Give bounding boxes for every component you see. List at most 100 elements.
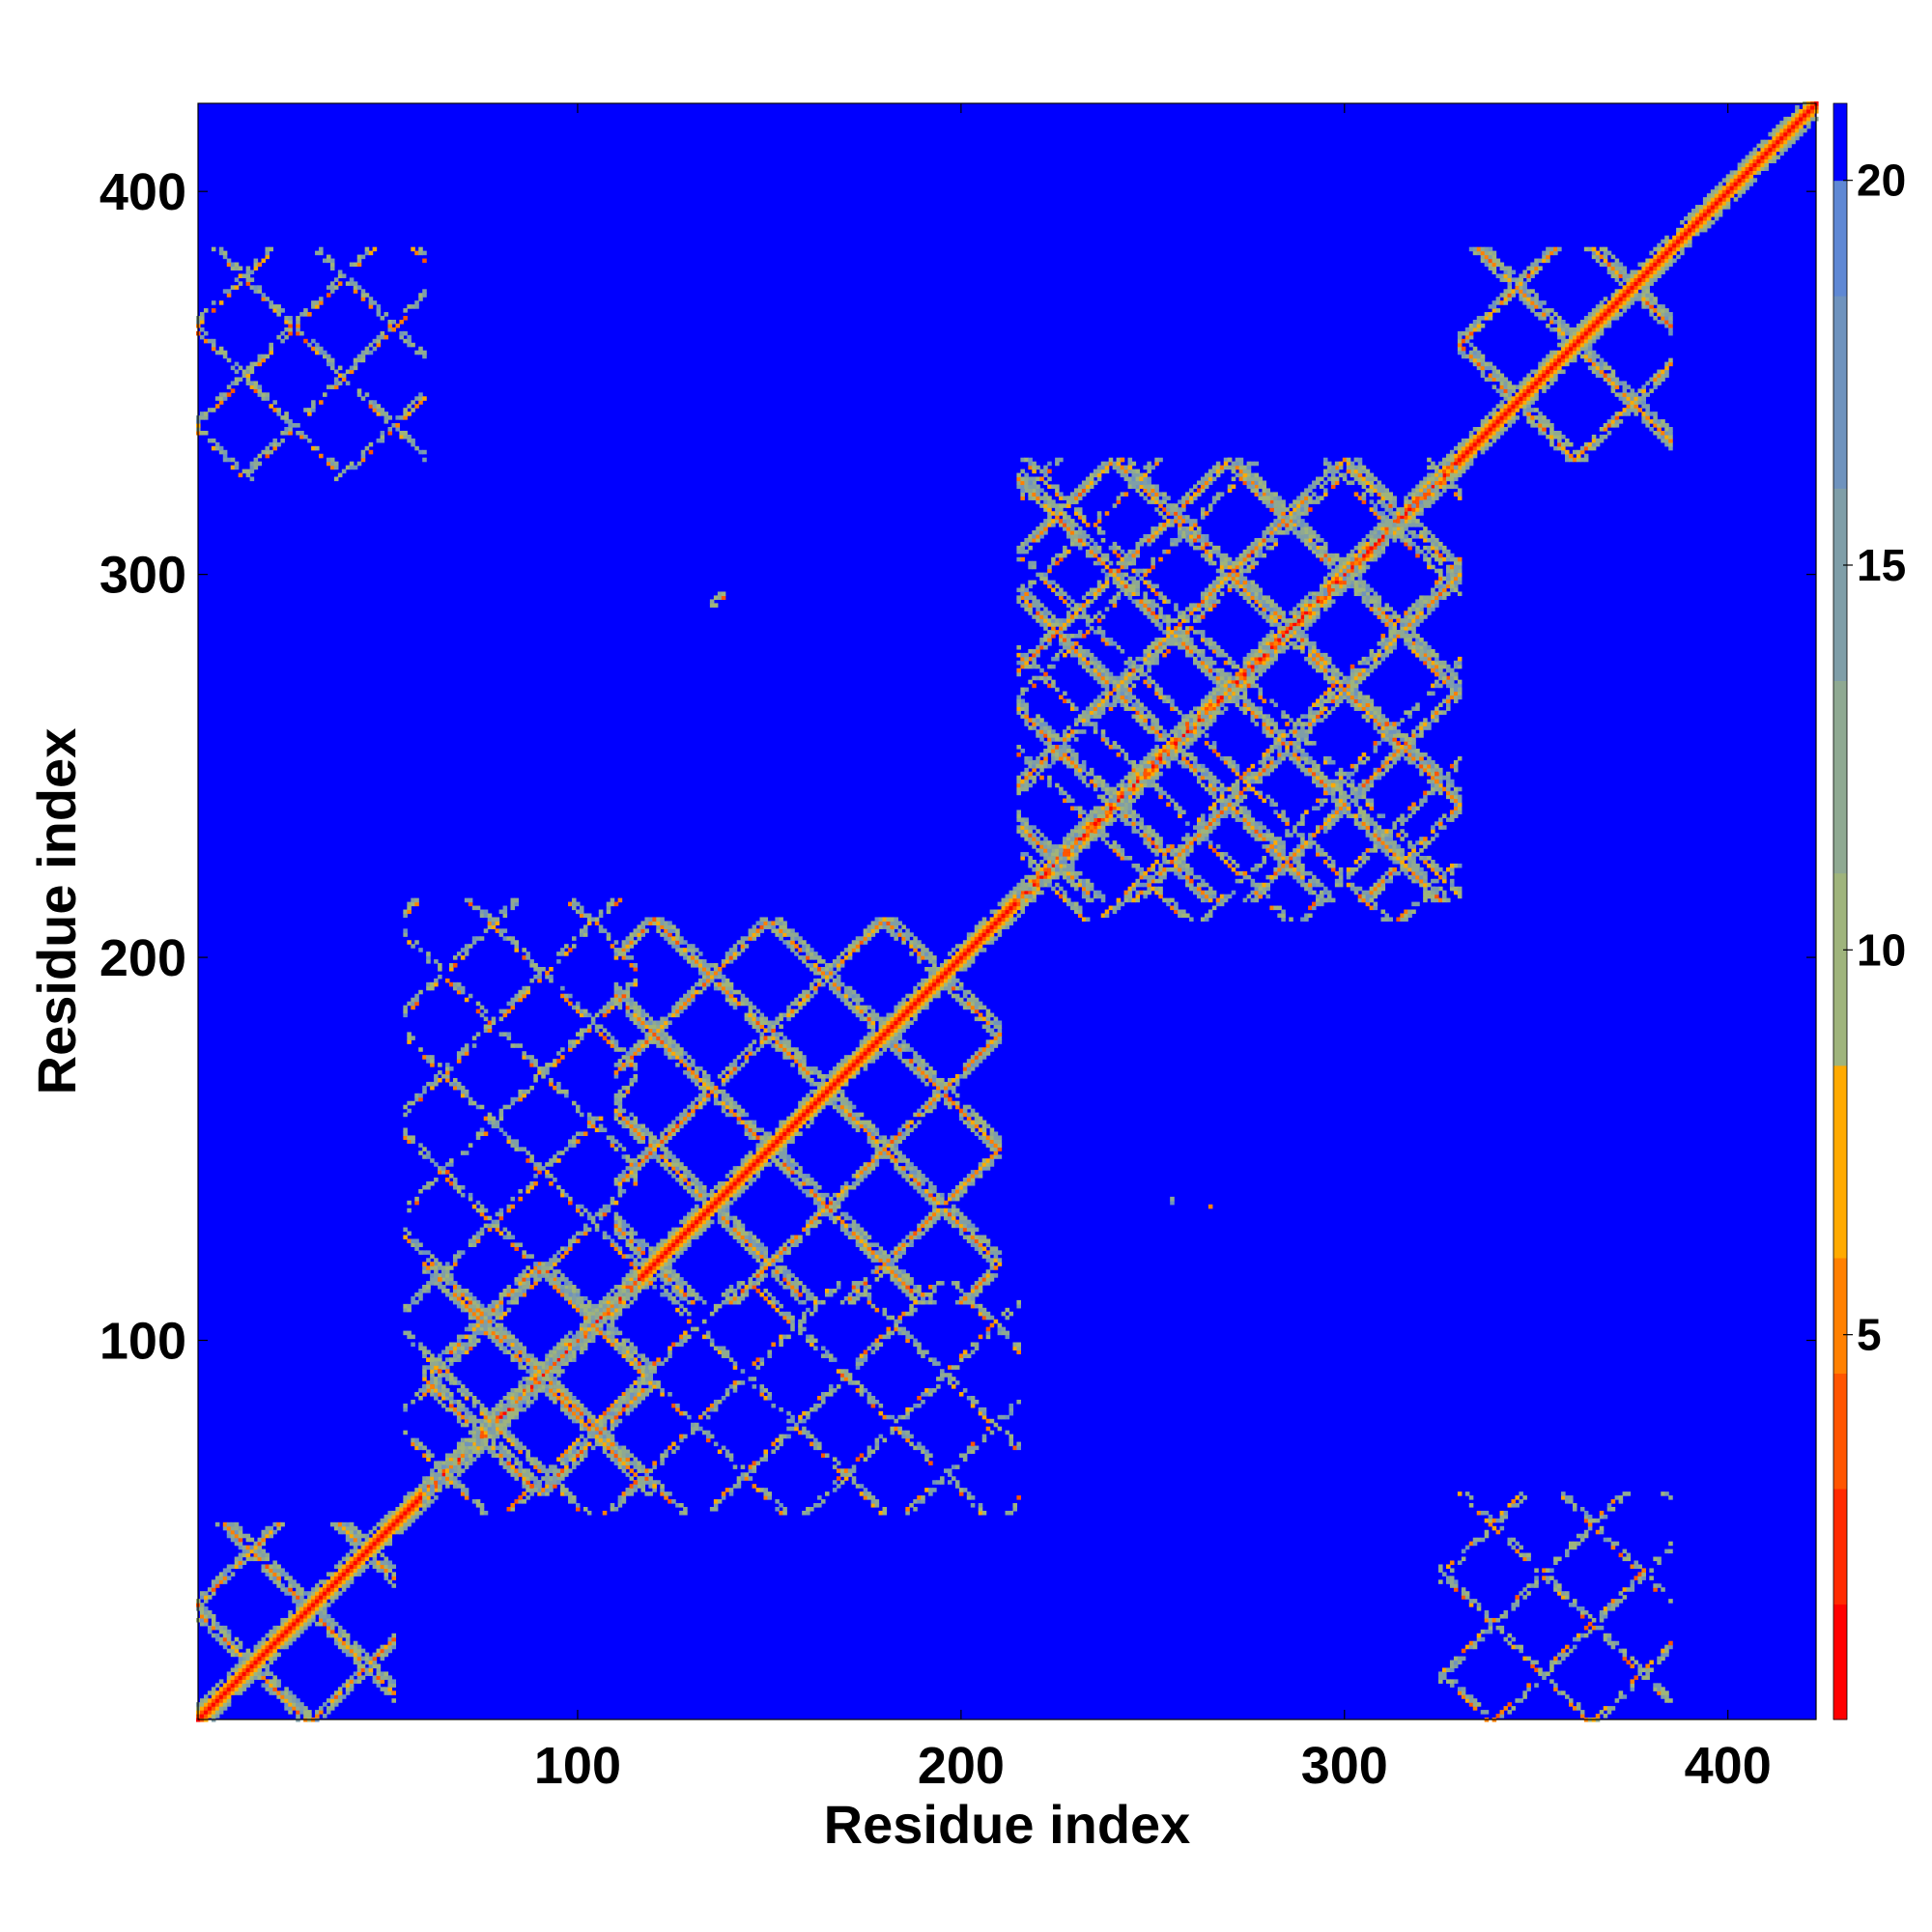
heatmap-cell <box>1472 445 1478 451</box>
heatmap-cell <box>1664 254 1669 260</box>
heatmap-cell <box>418 1499 423 1504</box>
heatmap-cell <box>828 1085 834 1091</box>
heatmap-cell <box>1488 412 1493 416</box>
heatmap-cell <box>265 1556 270 1562</box>
heatmap-cell <box>683 1223 688 1229</box>
heatmap-cell <box>1181 733 1186 738</box>
heatmap-cell <box>1568 354 1574 359</box>
heatmap-cell <box>199 1621 205 1627</box>
heatmap-cell <box>315 1587 320 1592</box>
heatmap-cell <box>1721 193 1727 198</box>
heatmap-cell <box>579 1445 584 1451</box>
heatmap-cell <box>1787 128 1792 133</box>
heatmap-cell <box>502 1422 508 1428</box>
heatmap-cell <box>1151 767 1155 773</box>
heatmap-cell <box>951 974 956 980</box>
heatmap-cell <box>1289 622 1293 627</box>
heatmap-cell <box>664 932 668 937</box>
heatmap-cell <box>924 981 929 987</box>
heatmap-cell <box>1369 545 1375 551</box>
heatmap-cell <box>721 1180 726 1186</box>
heatmap-cell <box>1511 396 1517 401</box>
heatmap-cell <box>640 1281 646 1286</box>
heatmap-cell <box>1480 423 1486 428</box>
heatmap-cell <box>1461 445 1466 451</box>
heatmap-cell <box>1756 166 1762 171</box>
heatmap-cell <box>1464 453 1470 459</box>
heatmap-cell <box>1289 626 1293 631</box>
heatmap-cell <box>1388 511 1393 516</box>
heatmap-cell <box>1499 419 1505 424</box>
heatmap-cell <box>629 1001 635 1007</box>
heatmap-cell <box>456 1342 462 1348</box>
heatmap-cell <box>226 1694 232 1699</box>
heatmap-cell <box>598 1434 604 1439</box>
heatmap-cell <box>242 1663 247 1669</box>
heatmap-cell <box>759 1162 765 1167</box>
heatmap-cell <box>1779 143 1784 149</box>
heatmap-cell <box>1565 350 1570 355</box>
heatmap-cell <box>1431 492 1435 497</box>
heatmap-cell <box>613 1178 619 1182</box>
heatmap-cell <box>763 1151 769 1155</box>
heatmap-cell <box>541 1492 546 1496</box>
heatmap-cell <box>299 1610 304 1615</box>
heatmap-cell <box>1139 786 1145 792</box>
heatmap-cell <box>288 1583 293 1588</box>
heatmap-cell <box>617 1235 623 1240</box>
heatmap-cell <box>364 1541 370 1547</box>
heatmap-cell <box>679 1231 684 1236</box>
heatmap-cell <box>1764 166 1769 171</box>
heatmap-cell <box>1698 223 1704 229</box>
heatmap-cell <box>326 1591 331 1596</box>
heatmap-cell <box>560 1338 565 1344</box>
heatmap-cell <box>993 928 999 933</box>
heatmap-cell <box>560 1403 565 1408</box>
heatmap-cell <box>510 1464 516 1469</box>
heatmap-cell <box>384 1525 389 1531</box>
heatmap-cell <box>629 1246 635 1251</box>
heatmap-cell <box>441 1361 446 1366</box>
heatmap-cell <box>1653 270 1658 275</box>
heatmap-cell <box>1499 423 1505 428</box>
heatmap-cell <box>951 978 956 983</box>
heatmap-cell <box>701 1215 707 1221</box>
heatmap-cell <box>924 985 929 991</box>
heatmap-cell <box>249 1537 255 1543</box>
heatmap-cell <box>779 1127 783 1133</box>
heatmap-cell <box>664 1265 668 1270</box>
heatmap-cell <box>1579 338 1585 344</box>
heatmap-cell <box>226 1698 232 1703</box>
heatmap-cell <box>1522 400 1527 405</box>
heatmap-cell <box>610 1315 615 1321</box>
heatmap-cell <box>356 1537 362 1543</box>
heatmap-cell <box>323 1702 327 1707</box>
heatmap-cell <box>1492 415 1497 420</box>
heatmap-cell <box>1530 369 1535 375</box>
heatmap-cell <box>1427 476 1432 482</box>
heatmap-cell <box>928 989 933 995</box>
heatmap-cell <box>337 1572 343 1577</box>
heatmap-cell <box>372 1537 378 1543</box>
heatmap-cell <box>568 1414 573 1420</box>
heatmap-cell <box>380 1564 385 1570</box>
heatmap-cell <box>1277 648 1282 654</box>
heatmap-cell <box>288 1613 293 1619</box>
heatmap-cell <box>1480 449 1486 455</box>
heatmap-cell <box>245 1660 251 1665</box>
heatmap-cell <box>326 1572 331 1577</box>
heatmap-cell <box>333 1572 339 1577</box>
heatmap-cell <box>1702 205 1708 210</box>
heatmap-cell <box>207 1702 213 1707</box>
heatmap-cell <box>399 1521 404 1527</box>
heatmap-cell <box>464 1418 469 1424</box>
heatmap-cell <box>989 917 995 923</box>
heatmap-cell <box>1028 874 1033 880</box>
heatmap-cell <box>863 1051 868 1056</box>
heatmap-cell <box>1714 197 1719 202</box>
heatmap-cell <box>1445 457 1451 463</box>
heatmap-cell <box>1672 246 1677 252</box>
heatmap-cell <box>675 1178 680 1182</box>
heatmap-cell <box>660 1036 665 1040</box>
heatmap-cell <box>1803 116 1807 122</box>
